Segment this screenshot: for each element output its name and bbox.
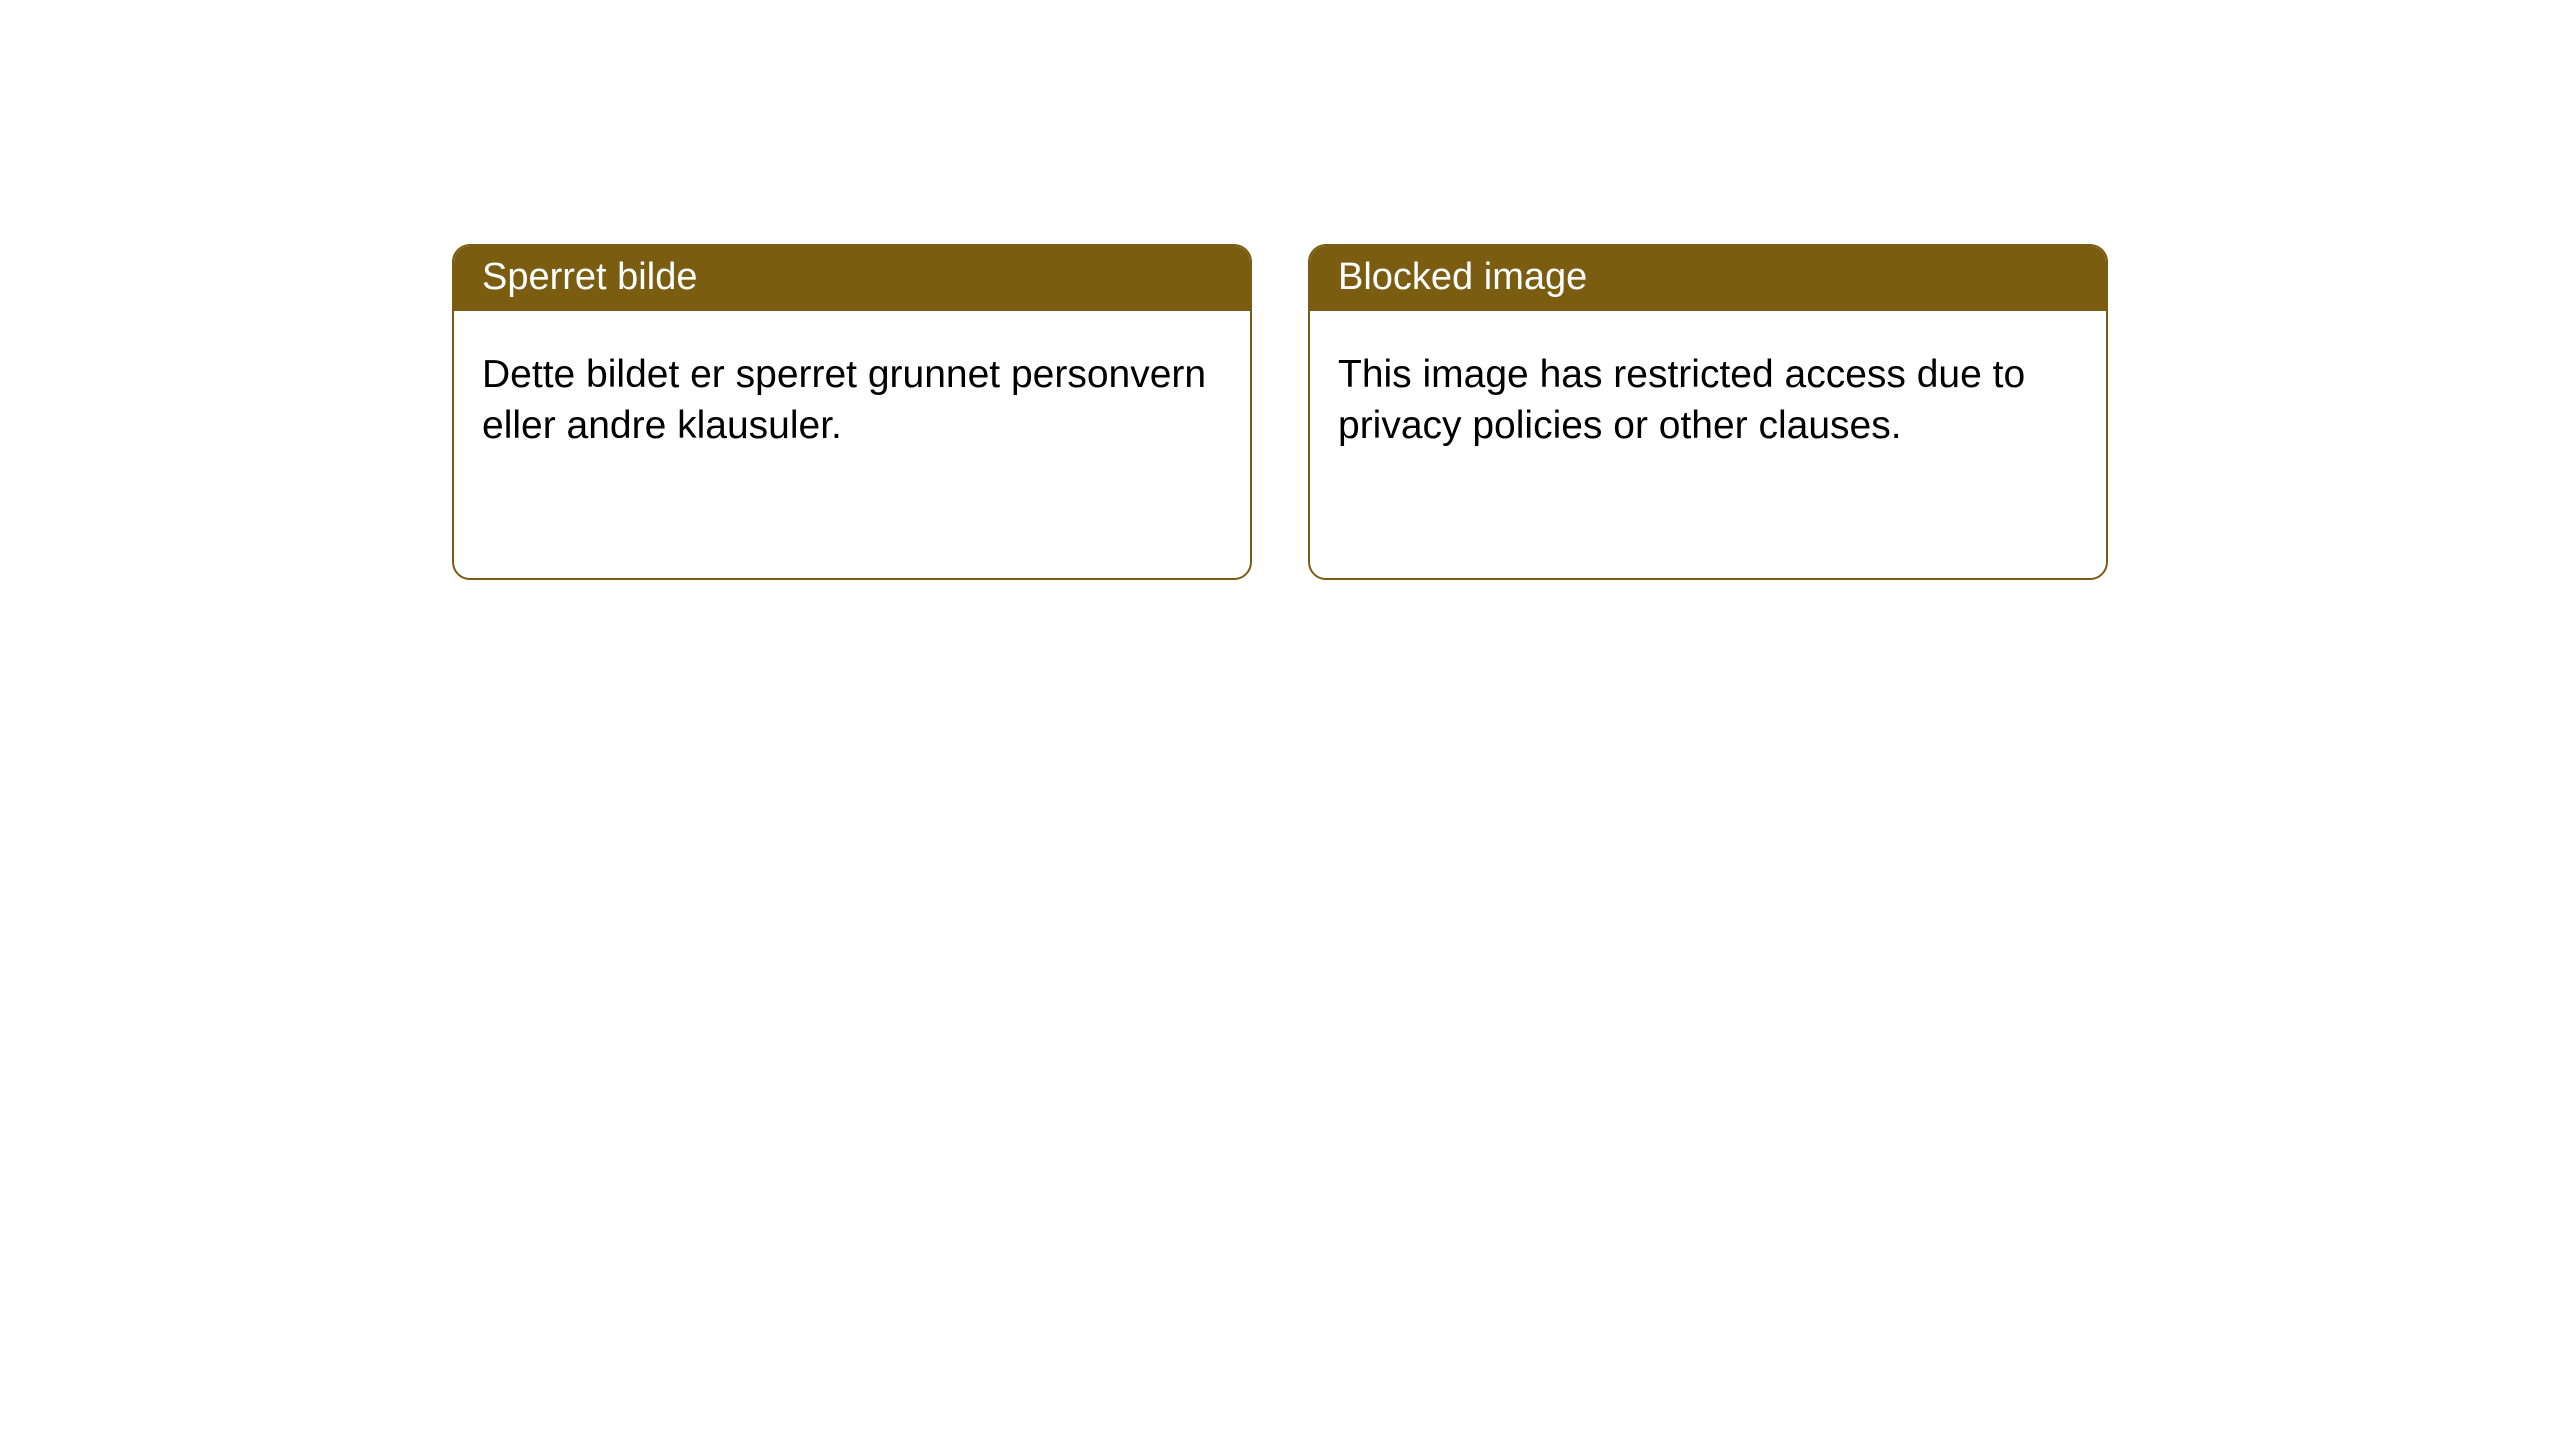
card-header-en: Blocked image xyxy=(1310,246,2106,311)
card-body-en: This image has restricted access due to … xyxy=(1310,311,2106,490)
notice-cards-container: Sperret bilde Dette bildet er sperret gr… xyxy=(0,0,2560,580)
card-title-no: Sperret bilde xyxy=(482,256,697,298)
card-body-text-en: This image has restricted access due to … xyxy=(1338,353,2025,447)
card-body-text-no: Dette bildet er sperret grunnet personve… xyxy=(482,353,1206,447)
blocked-image-card-en: Blocked image This image has restricted … xyxy=(1308,244,2108,580)
blocked-image-card-no: Sperret bilde Dette bildet er sperret gr… xyxy=(452,244,1252,580)
card-header-no: Sperret bilde xyxy=(454,246,1250,311)
card-title-en: Blocked image xyxy=(1338,256,1587,298)
card-body-no: Dette bildet er sperret grunnet personve… xyxy=(454,311,1250,490)
